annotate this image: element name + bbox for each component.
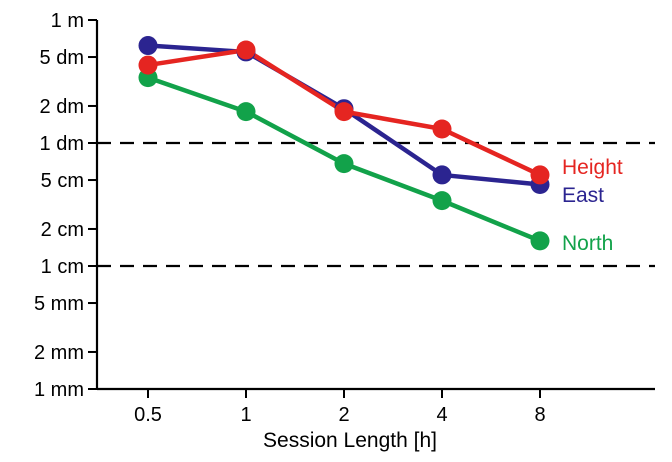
data-point-north-4 [530,231,550,251]
y-axis: 1 m 5 dm 2 dm 1 dm 5 cm 2 cm 1 cm 5 mm 2 mm 1 mm [34,10,99,401]
series-label-north: North [562,232,613,255]
y-tick-label-6: 1 cm [41,256,84,278]
data-point-height-1 [236,40,256,60]
data-point-height-2 [334,102,354,122]
y-tick-label-9: 1 mm [34,379,84,401]
y-tick-label-8: 2 mm [34,342,84,364]
data-point-north-2 [334,154,354,174]
data-point-height-3 [432,119,452,139]
x-tick-label-4: 8 [534,404,545,426]
data-point-north-1 [236,102,256,122]
x-axis-title: Session Length [h] [263,429,437,452]
x-tick-label-3: 4 [436,404,447,426]
x-tick-label-0: 0.5 [134,404,162,426]
data-point-height-0 [138,55,158,75]
y-tick-label-0: 1 m [51,10,84,32]
data-point-east-3 [432,165,452,185]
y-tick-label-3: 1 dm [40,133,84,155]
data-point-height-4 [530,165,550,185]
y-tick-label-1: 5 dm [40,47,84,69]
data-point-north-3 [432,191,452,211]
series-labels: Height East North [562,156,623,255]
y-tick-label-2: 2 dm [40,96,84,118]
y-tick-label-7: 5 mm [34,293,84,315]
series-lines [145,43,543,244]
reference-lines [97,141,655,268]
x-tick-label-2: 2 [338,404,349,426]
series-label-height: Height [562,156,623,179]
series-label-east: East [562,184,604,207]
data-point-east-0 [138,36,158,56]
y-tick-label-4: 5 cm [41,170,84,192]
x-axis: 0.5 1 2 4 8 [97,387,655,426]
series-points [138,36,550,251]
x-tick-label-1: 1 [240,404,251,426]
y-tick-label-5: 2 cm [41,219,84,241]
